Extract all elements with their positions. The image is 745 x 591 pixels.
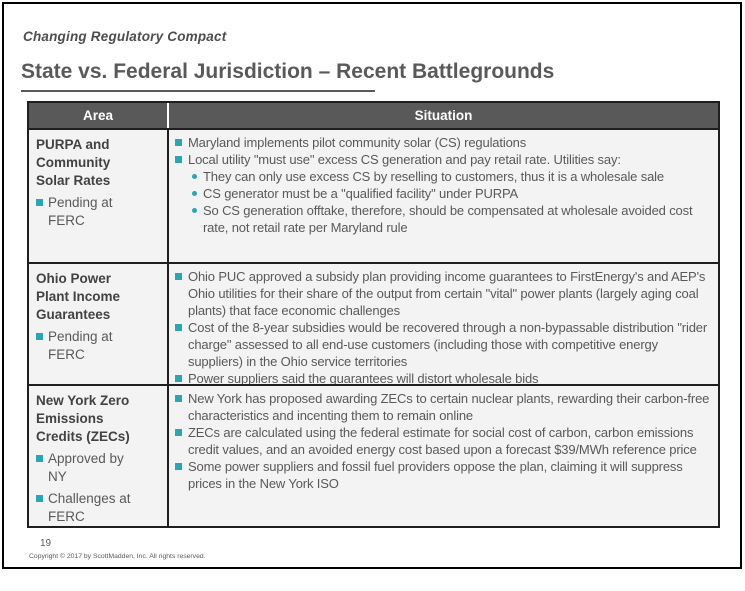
situation-sub-bullet-item: They can only use excess CS by reselling… bbox=[175, 168, 710, 185]
bullet-square-icon bbox=[36, 199, 43, 206]
situation-cell: Maryland implements pilot community sola… bbox=[169, 130, 718, 262]
situation-text: Ohio PUC approved a subsidy plan providi… bbox=[188, 269, 706, 318]
situation-text: New York has proposed awarding ZECs to c… bbox=[188, 391, 710, 423]
situation-bullet-item: New York has proposed awarding ZECs to c… bbox=[175, 390, 710, 424]
slide-title: State vs. Federal Jurisdiction – Recent … bbox=[21, 60, 555, 83]
bullet-square-icon bbox=[175, 463, 182, 470]
bullet-square-icon bbox=[175, 375, 182, 382]
situation-bullet-item: ZECs are calculated using the federal es… bbox=[175, 424, 710, 458]
situation-sub-bullet-item: CS generator must be a "qualified facili… bbox=[175, 185, 710, 202]
situation-sub-bullet-item: So CS generation offtake, therefore, sho… bbox=[175, 202, 710, 236]
area-bullet-text: Challenges at FERC bbox=[48, 491, 131, 524]
area-cell: New York Zero Emissions Credits (ZECs) A… bbox=[29, 386, 169, 526]
bullet-square-icon bbox=[36, 333, 43, 340]
area-cell: PURPA and Community Solar Rates Pending … bbox=[29, 130, 169, 262]
area-bullet-text: Approved by NY bbox=[48, 451, 124, 484]
table-row-purpa: PURPA and Community Solar Rates Pending … bbox=[29, 128, 718, 262]
bullet-square-icon bbox=[36, 495, 43, 502]
situation-bullet-item: Ohio PUC approved a subsidy plan providi… bbox=[175, 268, 710, 319]
area-bullet-text: Pending at FERC bbox=[48, 329, 113, 362]
situation-cell: New York has proposed awarding ZECs to c… bbox=[169, 386, 718, 526]
situation-text: Power suppliers said the guarantees will… bbox=[188, 371, 539, 384]
area-bullet-item: Pending at FERC bbox=[36, 328, 145, 364]
situation-bullet-item: Local utility "must use" excess CS gener… bbox=[175, 151, 710, 168]
situation-bullet-item: Some power suppliers and fossil fuel pro… bbox=[175, 458, 710, 492]
situation-text: Some power suppliers and fossil fuel pro… bbox=[188, 459, 683, 491]
bullet-square-icon bbox=[175, 139, 182, 146]
table-row-ohio: Ohio Power Plant Income Guarantees Pendi… bbox=[29, 262, 718, 384]
area-title: PURPA and Community Solar Rates bbox=[36, 137, 111, 188]
situation-bullet-item: Cost of the 8-year subsidies would be re… bbox=[175, 319, 710, 370]
slide: Changing Regulatory Compact State vs. Fe… bbox=[2, 2, 742, 569]
bullet-square-icon bbox=[175, 273, 182, 280]
battlegrounds-table: Area Situation PURPA and Community Solar… bbox=[27, 101, 720, 528]
situation-bullet-item: Maryland implements pilot community sola… bbox=[175, 134, 710, 151]
situation-text: So CS generation offtake, therefore, sho… bbox=[203, 203, 693, 235]
area-title: Ohio Power Plant Income Guarantees bbox=[36, 271, 121, 322]
bullet-square-icon bbox=[175, 429, 182, 436]
area-title: New York Zero Emissions Credits (ZECs) bbox=[36, 393, 130, 444]
bullet-square-icon bbox=[175, 156, 182, 163]
table-header-row: Area Situation bbox=[29, 103, 718, 128]
area-bullet-item: Pending at FERC bbox=[36, 194, 145, 230]
bullet-square-icon bbox=[36, 455, 43, 462]
situation-text: Cost of the 8-year subsidies would be re… bbox=[188, 320, 708, 369]
column-header-area: Area bbox=[29, 103, 169, 128]
situation-text: Maryland implements pilot community sola… bbox=[188, 135, 527, 150]
situation-text: Local utility "must use" excess CS gener… bbox=[188, 152, 621, 167]
bullet-square-icon bbox=[175, 324, 182, 331]
area-bullet-item: Approved by NY bbox=[36, 450, 145, 486]
area-bullet-text: Pending at FERC bbox=[48, 195, 113, 228]
table-row-ny-zec: New York Zero Emissions Credits (ZECs) A… bbox=[29, 384, 718, 526]
bullet-dot-icon bbox=[192, 174, 197, 179]
title-underline bbox=[21, 90, 375, 92]
situation-text: ZECs are calculated using the federal es… bbox=[188, 425, 697, 457]
area-cell: Ohio Power Plant Income Guarantees Pendi… bbox=[29, 264, 169, 384]
page-number: 19 bbox=[40, 538, 52, 549]
bullet-dot-icon bbox=[192, 208, 197, 213]
slide-eyebrow: Changing Regulatory Compact bbox=[23, 29, 227, 44]
situation-cell: Ohio PUC approved a subsidy plan providi… bbox=[169, 264, 718, 384]
situation-bullet-item: Power suppliers said the guarantees will… bbox=[175, 370, 710, 384]
column-header-situation: Situation bbox=[414, 108, 473, 123]
situation-text: They can only use excess CS by reselling… bbox=[203, 169, 664, 184]
bullet-dot-icon bbox=[192, 191, 197, 196]
copyright-notice: Copyright © 2017 by ScottMadden, Inc. Al… bbox=[29, 553, 206, 560]
bullet-square-icon bbox=[175, 395, 182, 402]
area-bullet-item: Challenges at FERC bbox=[36, 490, 145, 526]
situation-text: CS generator must be a "qualified facili… bbox=[203, 186, 519, 201]
